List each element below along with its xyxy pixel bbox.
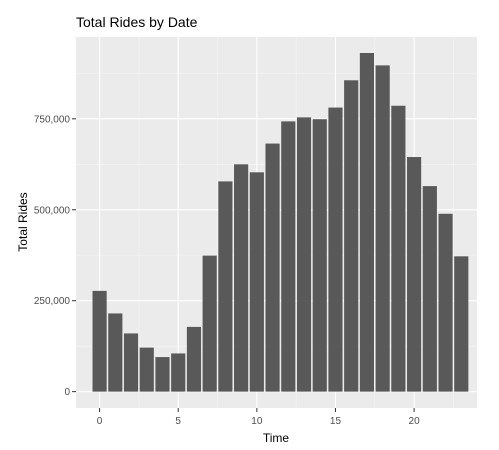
- bar: [171, 353, 186, 392]
- bar: [139, 347, 154, 392]
- y-tick-label: 250,000: [34, 296, 71, 307]
- bar: [249, 172, 264, 392]
- x-tick-label: 15: [330, 416, 342, 427]
- bar: [186, 326, 202, 392]
- x-tick-label: 10: [251, 416, 263, 427]
- y-axis-title: Total Rides: [16, 192, 30, 251]
- bars: [92, 53, 469, 392]
- bar: [296, 117, 312, 392]
- x-axis-title: Time: [263, 431, 290, 445]
- bar: [265, 143, 280, 392]
- bar: [218, 181, 233, 392]
- y-tick-label: 750,000: [34, 114, 71, 125]
- bar: [454, 256, 469, 392]
- y-tick-label: 0: [64, 387, 70, 398]
- bar: [328, 107, 343, 392]
- x-tick-label: 5: [175, 416, 181, 427]
- chart-title: Total Rides by Date: [76, 14, 198, 30]
- bar: [359, 53, 374, 392]
- bar: [281, 121, 296, 392]
- x-axis: 0 5 10 15 20: [97, 408, 420, 427]
- bar: [108, 313, 123, 392]
- y-axis: 0 250,000 500,000 750,000: [34, 114, 76, 398]
- bar: [92, 290, 107, 392]
- y-tick-label: 500,000: [34, 205, 71, 216]
- bar: [375, 65, 390, 392]
- bar: [391, 105, 406, 392]
- bar: [123, 333, 139, 392]
- bar: [202, 255, 217, 392]
- x-tick-label: 0: [97, 416, 103, 427]
- bar: [155, 357, 170, 392]
- bar: [312, 119, 327, 392]
- bar: [438, 213, 453, 392]
- bar: [344, 80, 359, 392]
- bar: [422, 186, 437, 392]
- bar: [407, 157, 422, 392]
- bar: [234, 164, 249, 392]
- x-tick-label: 20: [409, 416, 421, 427]
